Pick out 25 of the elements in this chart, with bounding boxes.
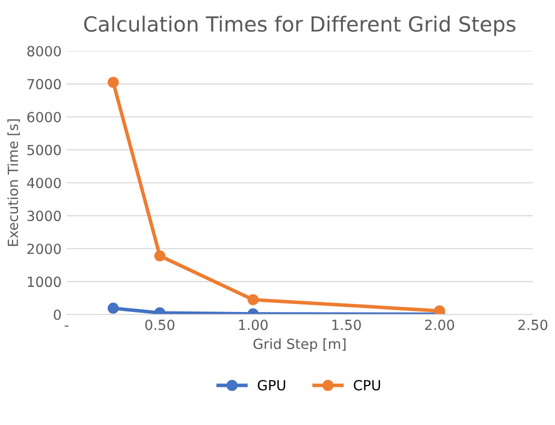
y-tick-label: 7000 [28,78,61,90]
y-tick-label: 2000 [27,244,61,254]
legend-label: CPU [354,380,380,390]
point [434,305,446,314]
chart-title: Calculation Times for Different Grid Steps [84,16,516,36]
point [108,302,119,314]
y-tick-label: 1000 [28,276,61,288]
y-tick-label: 3000 [27,210,61,222]
point [108,76,119,88]
y-axis-title: Execution Time [s] [7,119,20,246]
x-tick-label: - [64,326,68,327]
point [248,294,259,306]
x-tick-label: 0.50 [145,320,174,330]
legend-label: GPU [258,380,286,390]
x-tick-label: 2.00 [425,320,454,330]
y-tick-label: 5000 [27,144,61,156]
y-tick-label: 0 [54,309,61,320]
y-tick-label: 8000 [27,46,61,56]
y-tick-label: 6000 [27,112,61,122]
x-tick-label: 2.50 [518,320,548,330]
x-axis-title: Grid Step [m] [253,338,346,352]
x-tick-label: 1.00 [239,320,268,330]
point [154,250,166,262]
y-tick-label: 4000 [27,178,61,188]
x-tick-label: 1.50 [332,320,361,330]
